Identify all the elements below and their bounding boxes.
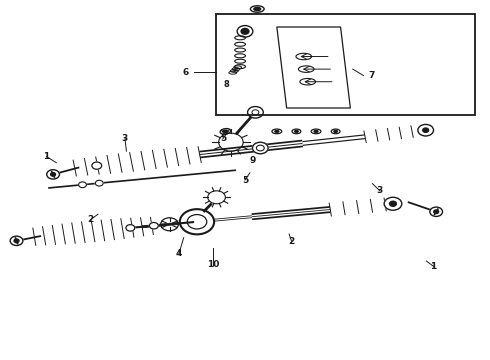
Text: 5: 5 <box>242 176 248 185</box>
Text: 8: 8 <box>224 80 230 89</box>
Circle shape <box>126 225 135 231</box>
Ellipse shape <box>314 130 318 132</box>
Text: 1: 1 <box>44 152 49 161</box>
Ellipse shape <box>334 130 338 132</box>
Circle shape <box>384 197 402 210</box>
Circle shape <box>47 170 59 179</box>
Text: 2: 2 <box>88 215 94 224</box>
Circle shape <box>252 142 268 154</box>
Text: 4: 4 <box>175 249 182 258</box>
Bar <box>216 14 475 115</box>
Text: 5: 5 <box>220 134 226 143</box>
Circle shape <box>149 222 158 229</box>
Ellipse shape <box>223 130 228 132</box>
Circle shape <box>10 236 23 246</box>
Circle shape <box>92 162 102 169</box>
Text: 10: 10 <box>207 260 220 269</box>
Ellipse shape <box>275 130 279 132</box>
Circle shape <box>78 182 86 188</box>
Circle shape <box>14 239 19 243</box>
Text: 9: 9 <box>249 156 256 165</box>
Circle shape <box>423 128 429 132</box>
Text: 1: 1 <box>431 262 437 271</box>
Circle shape <box>50 172 55 176</box>
Text: 3: 3 <box>122 134 128 143</box>
Text: 2: 2 <box>289 237 294 246</box>
Text: 6: 6 <box>182 68 188 77</box>
Ellipse shape <box>294 130 298 132</box>
Ellipse shape <box>254 8 261 11</box>
Circle shape <box>390 201 396 206</box>
Circle shape <box>241 28 249 34</box>
Circle shape <box>96 180 103 186</box>
Circle shape <box>180 209 214 234</box>
Circle shape <box>434 210 439 213</box>
Circle shape <box>418 125 434 136</box>
Text: 3: 3 <box>377 186 383 195</box>
Text: 7: 7 <box>368 71 375 80</box>
Circle shape <box>430 207 442 216</box>
